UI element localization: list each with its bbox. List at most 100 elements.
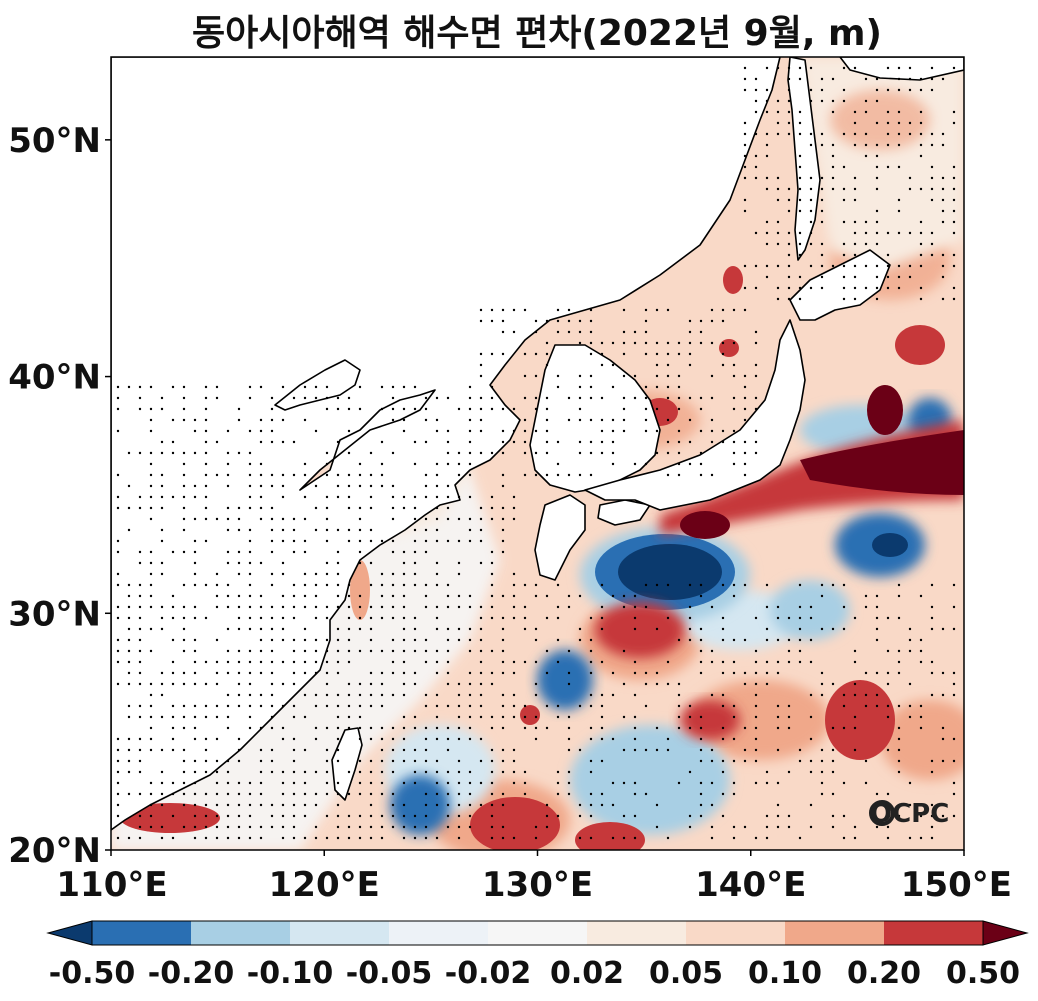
stipple-dot xyxy=(248,649,252,653)
stipple-dot xyxy=(270,429,274,433)
stipple-dot xyxy=(138,638,142,642)
stipple-dot xyxy=(281,473,285,477)
stipple-dot xyxy=(677,726,681,730)
stipple-dot xyxy=(127,484,131,488)
stipple-dot xyxy=(138,583,142,587)
stipple-dot xyxy=(281,682,285,686)
stipple-dot xyxy=(138,451,142,455)
stipple-dot xyxy=(325,781,329,785)
stipple-dot xyxy=(325,506,329,510)
stipple-dot xyxy=(875,88,879,92)
stipple-dot xyxy=(666,836,670,840)
stipple-dot xyxy=(743,462,747,466)
stipple-dot xyxy=(743,143,747,147)
stipple-dot xyxy=(325,605,329,609)
stipple-dot xyxy=(402,649,406,653)
stipple-dot xyxy=(424,726,428,730)
stipple-dot xyxy=(457,814,461,818)
stipple-dot xyxy=(193,583,197,587)
stipple-dot xyxy=(512,407,516,411)
stipple-dot xyxy=(754,88,758,92)
stipple-dot xyxy=(160,407,164,411)
stipple-dot xyxy=(160,693,164,697)
stipple-dot xyxy=(842,187,846,191)
stipple-dot xyxy=(501,473,505,477)
stipple-dot xyxy=(820,242,824,246)
stipple-dot xyxy=(512,495,516,499)
stipple-dot xyxy=(831,77,835,81)
stipple-dot xyxy=(237,407,241,411)
stipple-dot xyxy=(743,121,747,125)
stipple-dot xyxy=(864,110,868,114)
stipple-dot xyxy=(413,627,417,631)
stipple-dot xyxy=(677,451,681,455)
stipple-dot xyxy=(655,451,659,455)
colorbar-segment xyxy=(785,921,885,945)
stipple-dot xyxy=(765,143,769,147)
stipple-dot xyxy=(622,352,626,356)
stipple-dot xyxy=(270,517,274,521)
stipple-dot xyxy=(787,253,791,257)
stipple-dot xyxy=(160,792,164,796)
stipple-dot xyxy=(600,704,604,708)
stipple-dot xyxy=(952,814,956,818)
stipple-dot xyxy=(699,759,703,763)
stipple-dot xyxy=(160,495,164,499)
stipple-dot xyxy=(171,682,175,686)
stipple-dot xyxy=(556,814,560,818)
stipple-dot xyxy=(226,792,230,796)
stipple-dot xyxy=(259,726,263,730)
stipple-dot xyxy=(468,517,472,521)
stipple-dot xyxy=(534,396,538,400)
stipple-dot xyxy=(402,605,406,609)
stipple-dot xyxy=(490,649,494,653)
stipple-dot xyxy=(589,704,593,708)
stipple-dot xyxy=(809,220,813,224)
stipple-dot xyxy=(556,715,560,719)
stipple-dot xyxy=(248,792,252,796)
stipple-dot xyxy=(765,99,769,103)
stipple-dot xyxy=(754,231,758,235)
stipple-dot xyxy=(776,198,780,202)
stipple-dot xyxy=(380,385,384,389)
stipple-dot xyxy=(677,429,681,433)
stipple-dot xyxy=(677,374,681,378)
stipple-dot xyxy=(358,715,362,719)
stipple-dot xyxy=(787,814,791,818)
stipple-dot xyxy=(457,572,461,576)
stipple-dot xyxy=(413,671,417,675)
stipple-dot xyxy=(226,429,230,433)
stipple-dot xyxy=(413,561,417,565)
stipple-dot xyxy=(930,143,934,147)
colorbar-segment xyxy=(290,921,390,945)
stipple-dot xyxy=(259,561,263,565)
stipple-dot xyxy=(765,605,769,609)
stipple-dot xyxy=(171,715,175,719)
stipple-dot xyxy=(358,528,362,532)
stipple-dot xyxy=(842,253,846,257)
stipple-dot xyxy=(314,385,318,389)
stipple-dot xyxy=(270,484,274,488)
stipple-dot xyxy=(534,836,538,840)
stipple-dot xyxy=(226,473,230,477)
stipple-dot xyxy=(446,649,450,653)
stipple-dot xyxy=(281,737,285,741)
stipple-dot xyxy=(160,561,164,565)
stipple-dot xyxy=(732,451,736,455)
stipple-dot xyxy=(809,242,813,246)
stipple-dot xyxy=(270,440,274,444)
stipple-dot xyxy=(798,176,802,180)
stipple-dot xyxy=(512,572,516,576)
stipple-dot xyxy=(149,418,153,422)
stipple-dot xyxy=(556,605,560,609)
stipple-dot xyxy=(743,759,747,763)
stipple-dot xyxy=(710,803,714,807)
stipple-dot xyxy=(127,583,131,587)
stipple-dot xyxy=(490,825,494,829)
stipple-dot xyxy=(435,671,439,675)
stipple-dot xyxy=(523,704,527,708)
stipple-dot xyxy=(776,231,780,235)
stipple-dot xyxy=(853,198,857,202)
stipple-dot xyxy=(699,638,703,642)
stipple-dot xyxy=(127,649,131,653)
